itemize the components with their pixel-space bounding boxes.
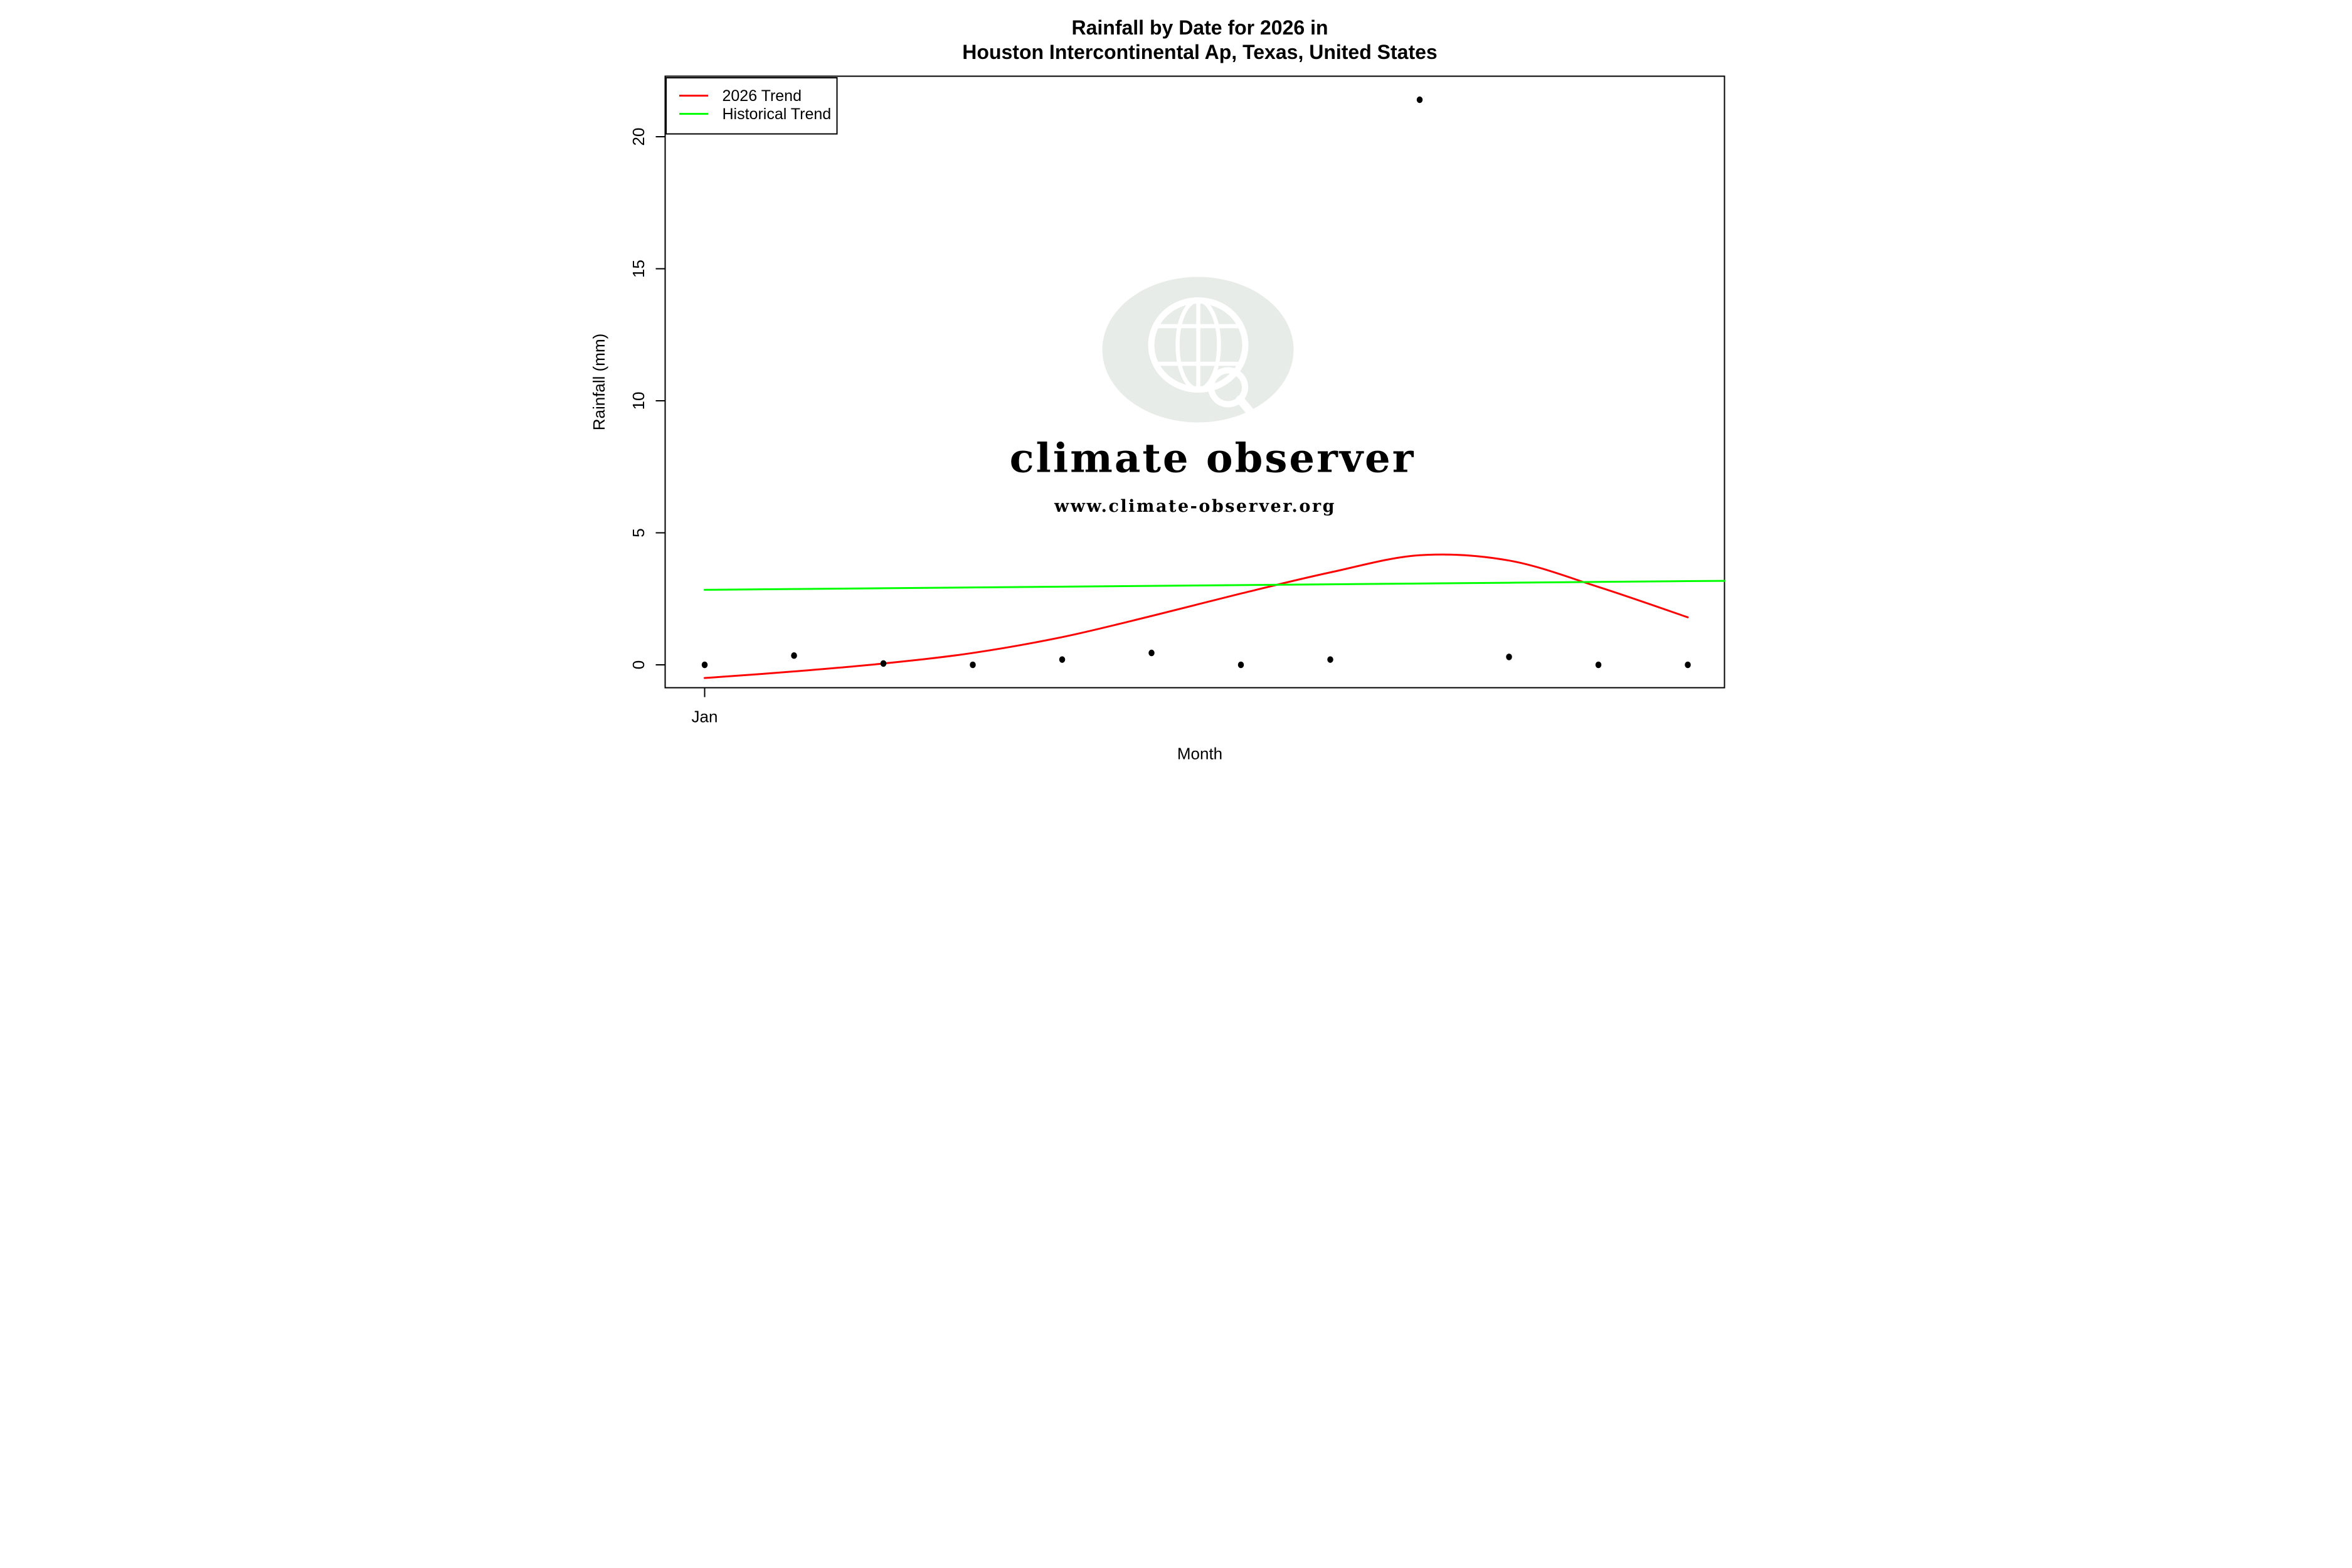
scatter-point <box>1148 649 1155 657</box>
scatter-point <box>790 652 797 659</box>
scatter-points <box>701 96 1691 669</box>
plot-area-border <box>664 75 1725 689</box>
y-axis: 0 5 10 15 20 <box>629 128 665 669</box>
scatter-point <box>1595 661 1601 669</box>
legend-label-2026: 2026 Trend <box>722 87 802 105</box>
scatter-point <box>880 660 886 667</box>
scatter-point <box>1237 661 1244 669</box>
x-axis-title: Month <box>1177 744 1222 763</box>
watermark-url-text: www.climate-observer.org <box>1054 497 1336 516</box>
chart-title-line2: Houston Intercontinental Ap, Texas, Unit… <box>962 41 1437 63</box>
scatter-point <box>1505 654 1512 660</box>
scatter-point <box>969 661 976 669</box>
legend-box <box>665 77 837 135</box>
y-tick-label: 20 <box>629 128 648 146</box>
trend-lines <box>703 553 1725 679</box>
rainfall-chart: climate observer www.climate-observer.or… <box>588 0 1764 784</box>
trend-line-2026 <box>703 553 1688 679</box>
watermark-brand-text: climate observer <box>1009 435 1415 482</box>
legend: 2026 Trend Historical Trend <box>665 77 837 135</box>
y-tick-label: 15 <box>629 260 648 278</box>
chart-title-line1: Rainfall by Date for 2026 in <box>1071 16 1328 39</box>
y-tick-label: 5 <box>629 528 648 537</box>
scatter-point <box>1327 656 1333 663</box>
trend-line-historical <box>703 580 1725 591</box>
scatter-point <box>1059 656 1065 663</box>
globe-magnifier-icon <box>1148 297 1258 420</box>
scatter-point <box>701 661 707 669</box>
x-tick-label: Jan <box>691 707 718 726</box>
scatter-point <box>1684 661 1691 669</box>
watermark: climate observer www.climate-observer.or… <box>1009 277 1415 516</box>
legend-label-historical: Historical Trend <box>722 105 831 123</box>
y-tick-label: 0 <box>629 660 648 669</box>
x-axis: Jan <box>691 687 718 726</box>
y-tick-label: 10 <box>629 392 648 410</box>
scatter-point <box>1416 96 1422 103</box>
y-axis-title: Rainfall (mm) <box>590 334 608 431</box>
rainfall-chart-figure: climate observer www.climate-observer.or… <box>588 0 1764 784</box>
